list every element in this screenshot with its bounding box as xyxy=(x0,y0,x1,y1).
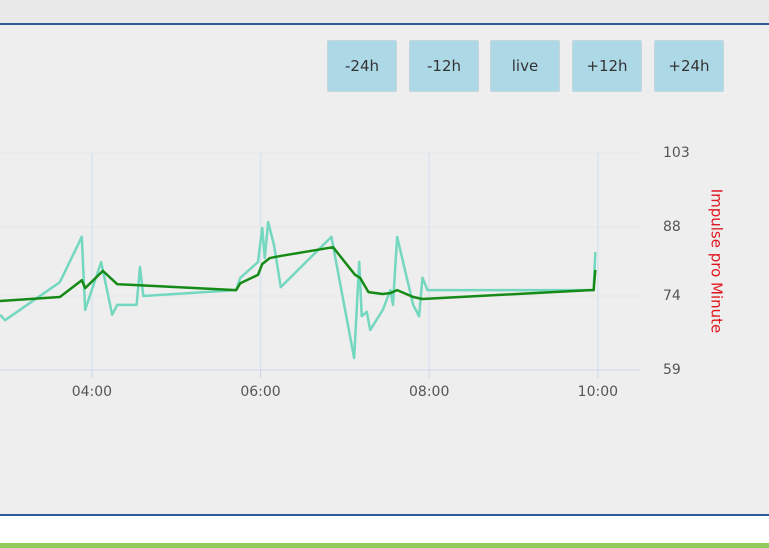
y-tick-label: 59 xyxy=(663,362,681,378)
x-tick-label: 08:00 xyxy=(409,384,449,400)
y-axis-title: Impulse pro Minute xyxy=(708,189,726,334)
y-tick-label: 74 xyxy=(663,288,681,304)
x-tick-label: 10:00 xyxy=(578,384,618,400)
series-line xyxy=(0,220,597,360)
x-tick-label: 04:00 xyxy=(72,384,112,400)
plot-area xyxy=(0,220,597,360)
time-button[interactable]: -24h xyxy=(327,40,397,92)
time-button[interactable]: live xyxy=(490,40,560,92)
footer-strip xyxy=(0,543,769,548)
series-line xyxy=(0,245,597,303)
chart-panel xyxy=(0,23,769,516)
top-bar xyxy=(0,0,769,23)
time-button[interactable]: +24h xyxy=(654,40,724,92)
time-button[interactable]: -12h xyxy=(409,40,479,92)
time-button[interactable]: +12h xyxy=(572,40,642,92)
y-tick-label: 88 xyxy=(663,219,681,235)
y-tick-label: 103 xyxy=(663,145,690,161)
x-tick-label: 06:00 xyxy=(240,384,280,400)
